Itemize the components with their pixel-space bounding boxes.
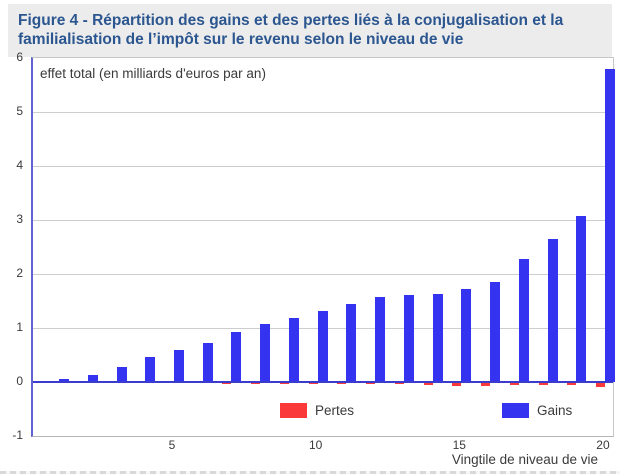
y-tick--1: -1 [12,428,23,442]
bar-gains-2 [87,374,98,382]
y-tick-3: 3 [16,212,23,226]
legend-item-gains: Gains [502,403,572,418]
legend-item-pertes: Pertes [280,403,354,418]
y-tick-6: 6 [16,50,23,64]
y-axis-tick-labels: 6 5 4 3 2 1 0 -1 [0,50,26,442]
y-tick-2: 2 [16,266,23,280]
bar-gains-12 [375,297,386,382]
bar-gains-15 [461,288,472,382]
x-axis-title: Vingtile de niveau de vie [451,452,598,467]
bar-pertes-12 [366,382,376,385]
bar-gains-17 [518,258,529,382]
bar-gains-9 [288,318,299,382]
bar-pertes-17 [509,382,519,385]
bar-gains-11 [346,304,357,382]
x-tick-15: 15 [452,438,466,452]
bar-pertes-15 [452,382,462,387]
gridline-y5 [33,112,613,113]
bar-gains-13 [403,295,414,382]
legend-label-gains: Gains [537,403,573,418]
bar-gains-8 [260,324,271,382]
y-tick-4: 4 [16,158,23,172]
gridline-y3 [33,220,613,221]
legend-label-pertes: Pertes [315,403,355,418]
bar-pertes-18 [538,382,548,385]
bar-gains-20 [604,69,615,382]
bar-gains-5 [174,349,185,382]
bar-gains-3 [116,366,127,382]
x-tick-10: 10 [308,438,323,452]
y-tick-5: 5 [16,104,23,118]
figure-title: Figure 4 - Répartition des gains et des … [8,4,612,58]
bar-pertes-19 [567,382,577,386]
x-tick-20: 20 [596,438,610,452]
bar-gains-4 [145,356,156,382]
x-tick-5: 5 [168,438,176,452]
plot-area: effet total (en milliards d'euros par an… [31,57,615,437]
gains-color-swatch [502,403,529,418]
bar-pertes-14 [423,382,433,386]
bar-gains-18 [547,238,558,382]
bar-gains-16 [490,282,501,382]
pertes-color-swatch [280,403,307,418]
bar-gains-14 [432,293,443,382]
gridline-y4 [33,166,613,167]
chart-annotation: effet total (en milliards d'euros par an… [40,66,266,81]
bar-gains-6 [202,343,213,382]
gridline-y2 [33,274,613,275]
bar-gains-19 [576,215,587,382]
bar-pertes-13 [394,382,404,385]
bar-pertes-20 [595,382,605,387]
bar-pertes-16 [481,382,491,386]
bottom-edge-artifact [0,471,620,474]
x-axis-tick-labels: 5 10 15 20 [31,438,611,454]
bar-gains-10 [317,310,328,382]
bar-gains-7 [231,331,242,382]
y-tick-1: 1 [16,320,23,334]
y-tick-0: 0 [16,374,23,388]
bar-gains-1 [59,379,70,382]
zero-baseline [33,381,613,383]
